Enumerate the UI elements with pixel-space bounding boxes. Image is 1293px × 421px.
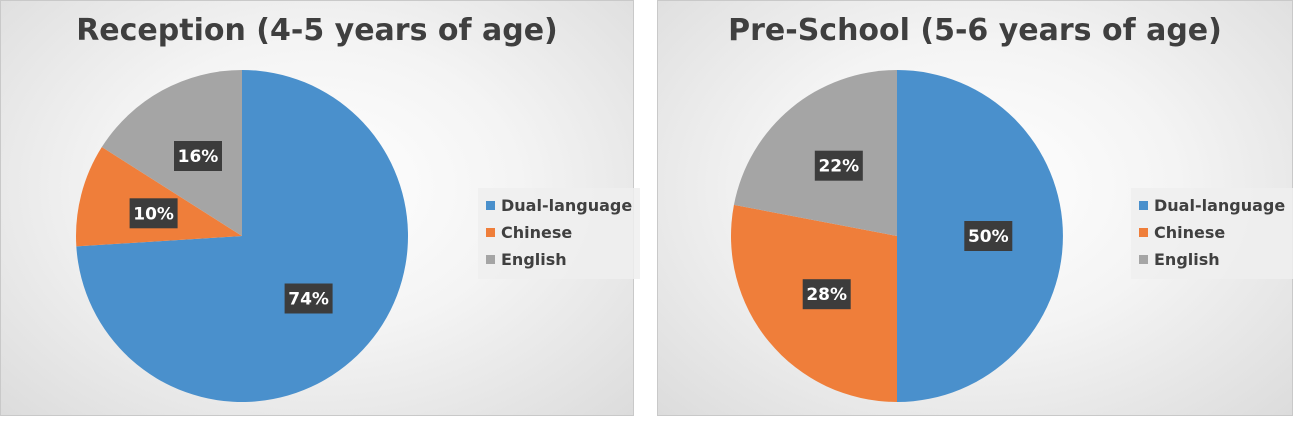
- data-label-background: [174, 141, 222, 171]
- data-label-text: 16%: [178, 147, 219, 167]
- chart-panel-reception: Reception (4-5 years of age) 74% 10% 16% D…: [0, 0, 641, 416]
- legend-label: Chinese: [1154, 223, 1226, 242]
- legend: Dual-language Chinese English: [1131, 188, 1293, 279]
- legend-swatch: [1139, 228, 1148, 237]
- legend-item-english: English: [486, 246, 632, 273]
- legend-item-chinese: Chinese: [486, 219, 632, 246]
- chart-title: Reception (4-5 years of age): [76, 13, 558, 48]
- data-label: 28%: [802, 279, 851, 310]
- data-label: 22%: [814, 150, 863, 181]
- slice-english: [101, 70, 242, 236]
- slice-dual-language: [76, 70, 409, 402]
- pie-chart: 50% 28% 22%: [730, 70, 1063, 402]
- data-label-background: [284, 283, 333, 314]
- legend-item-dual-language: Dual-language: [486, 192, 632, 219]
- legend-item-chinese: Chinese: [1139, 219, 1285, 246]
- slice-chinese: [76, 147, 242, 247]
- legend-label: English: [501, 250, 567, 269]
- legend-item-dual-language: Dual-language: [1139, 192, 1285, 219]
- data-label-text: 74%: [288, 290, 329, 310]
- legend-label: English: [1154, 250, 1220, 269]
- data-label-background: [802, 279, 851, 310]
- legend-swatch: [1139, 201, 1148, 210]
- legend: Dual-language Chinese English: [478, 188, 641, 279]
- legend-item-english: English: [1139, 246, 1285, 273]
- data-label-text: 50%: [968, 227, 1009, 247]
- data-label-text: 10%: [133, 204, 174, 224]
- data-label-background: [964, 221, 1013, 251]
- legend-label: Chinese: [501, 223, 573, 242]
- legend-swatch: [486, 201, 495, 210]
- data-label-background: [129, 198, 178, 229]
- data-label: 74%: [284, 283, 333, 314]
- legend-swatch: [486, 255, 495, 264]
- chart-panel-pre-school: Pre-School (5-6 years of age) 50% 28% 22% …: [657, 0, 1293, 416]
- data-label-text: 28%: [806, 285, 847, 305]
- legend-swatch: [1139, 255, 1148, 264]
- legend-swatch: [486, 228, 495, 237]
- legend-label: Dual-language: [1154, 196, 1286, 215]
- legend-label: Dual-language: [501, 196, 633, 215]
- pie-chart: 74% 10% 16%: [76, 70, 409, 402]
- data-label: 50%: [964, 221, 1013, 251]
- chart-title: Pre-School (5-6 years of age): [728, 13, 1222, 48]
- data-label: 10%: [129, 198, 178, 229]
- data-label-background: [814, 150, 863, 181]
- data-label-text: 22%: [818, 157, 859, 177]
- data-label: 16%: [174, 141, 222, 171]
